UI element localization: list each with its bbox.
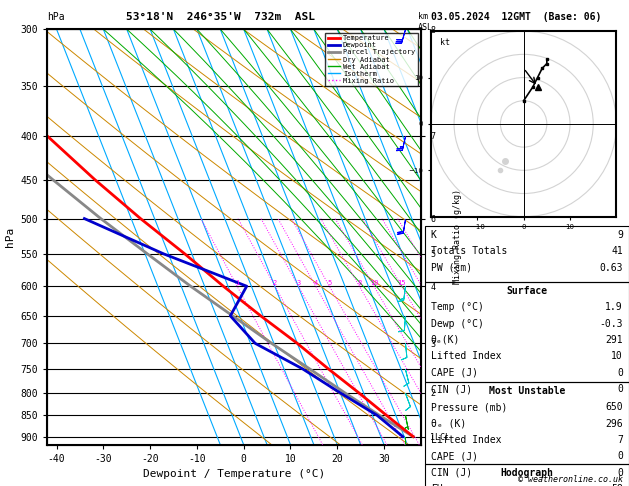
Text: CAPE (J): CAPE (J) — [431, 451, 477, 461]
Text: km
ASL: km ASL — [418, 12, 433, 32]
Text: K: K — [431, 230, 437, 240]
Text: 0: 0 — [617, 468, 623, 478]
Text: 53°18'N  246°35'W  732m  ASL: 53°18'N 246°35'W 732m ASL — [126, 12, 314, 22]
Text: Totals Totals: Totals Totals — [431, 246, 507, 256]
Text: 15: 15 — [398, 280, 406, 286]
Text: 3: 3 — [296, 280, 301, 286]
Text: 10: 10 — [611, 351, 623, 361]
Text: kt: kt — [440, 38, 450, 47]
Text: 0.63: 0.63 — [599, 262, 623, 273]
Bar — [425, 382, 629, 464]
Text: © weatheronline.co.uk: © weatheronline.co.uk — [518, 474, 623, 484]
Text: 58: 58 — [611, 484, 623, 486]
Text: 2: 2 — [273, 280, 277, 286]
Text: 8: 8 — [357, 280, 362, 286]
Y-axis label: hPa: hPa — [5, 227, 15, 247]
Text: 0: 0 — [617, 451, 623, 461]
X-axis label: Dewpoint / Temperature (°C): Dewpoint / Temperature (°C) — [143, 469, 325, 479]
Text: θₑ(K): θₑ(K) — [431, 335, 460, 345]
Text: Most Unstable: Most Unstable — [489, 386, 565, 396]
Text: CIN (J): CIN (J) — [431, 384, 472, 394]
Text: 4: 4 — [313, 280, 318, 286]
Text: 0: 0 — [617, 384, 623, 394]
Bar — [425, 226, 629, 282]
Text: 7: 7 — [617, 435, 623, 445]
Text: CIN (J): CIN (J) — [431, 468, 472, 478]
Text: 650: 650 — [605, 402, 623, 412]
Text: 41: 41 — [611, 246, 623, 256]
Text: CAPE (J): CAPE (J) — [431, 368, 477, 378]
Text: 1: 1 — [235, 280, 239, 286]
Text: -0.3: -0.3 — [599, 318, 623, 329]
Text: 1.9: 1.9 — [605, 302, 623, 312]
Text: 0: 0 — [617, 368, 623, 378]
Text: 291: 291 — [605, 335, 623, 345]
Y-axis label: Mixing Ratio (g/kg): Mixing Ratio (g/kg) — [454, 190, 462, 284]
Text: Hodograph: Hodograph — [500, 468, 554, 478]
Text: θₑ (K): θₑ (K) — [431, 418, 466, 429]
Text: 5: 5 — [327, 280, 331, 286]
Text: Dewp (°C): Dewp (°C) — [431, 318, 484, 329]
Text: 03.05.2024  12GMT  (Base: 06): 03.05.2024 12GMT (Base: 06) — [431, 12, 601, 22]
Text: PW (cm): PW (cm) — [431, 262, 472, 273]
Text: 10: 10 — [370, 280, 378, 286]
Text: 296: 296 — [605, 418, 623, 429]
Bar — [425, 464, 629, 486]
Text: Lifted Index: Lifted Index — [431, 435, 501, 445]
Text: Pressure (mb): Pressure (mb) — [431, 402, 507, 412]
Text: 9: 9 — [617, 230, 623, 240]
Bar — [425, 282, 629, 382]
Text: Lifted Index: Lifted Index — [431, 351, 501, 361]
Text: Temp (°C): Temp (°C) — [431, 302, 484, 312]
Legend: Temperature, Dewpoint, Parcel Trajectory, Dry Adiabat, Wet Adiabat, Isotherm, Mi: Temperature, Dewpoint, Parcel Trajectory… — [325, 33, 418, 87]
Text: EH: EH — [431, 484, 442, 486]
Text: Surface: Surface — [506, 286, 547, 296]
Text: hPa: hPa — [47, 12, 65, 22]
